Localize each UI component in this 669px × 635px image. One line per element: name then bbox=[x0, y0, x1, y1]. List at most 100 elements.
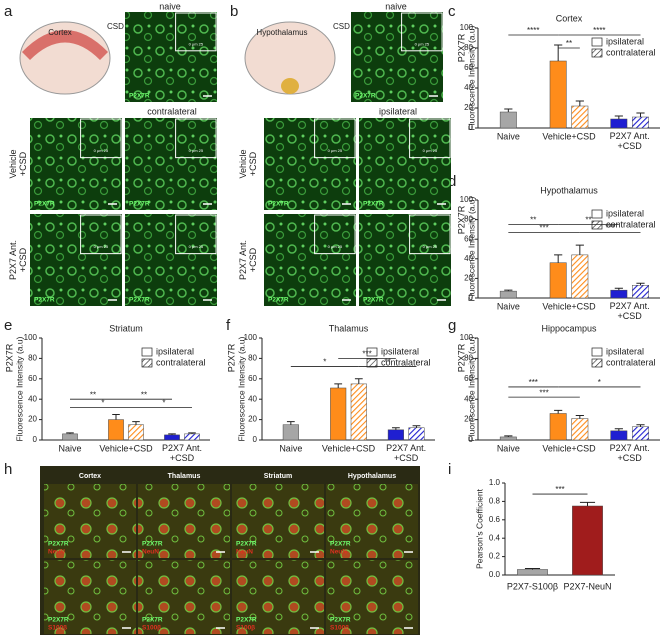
chart-title: Hippocampus bbox=[541, 323, 597, 333]
condition-label: naive bbox=[385, 1, 407, 11]
x-tick-label: Naive bbox=[58, 443, 81, 453]
panel-letter: a bbox=[4, 3, 13, 20]
row-label: P2X7 Ant.+CSD bbox=[238, 240, 258, 280]
chart-title: Cortex bbox=[556, 13, 583, 23]
significance-label: ** bbox=[585, 216, 591, 225]
bar bbox=[610, 118, 628, 129]
x-tick-label: P2X7-S100β bbox=[507, 581, 558, 591]
y-axis-protein: P2X7R bbox=[456, 205, 466, 234]
bar bbox=[108, 419, 124, 441]
column-label: Striatum bbox=[264, 473, 292, 480]
legend-swatch bbox=[591, 209, 603, 219]
x-tick-label: Vehicle+CSD bbox=[542, 443, 596, 453]
inset bbox=[314, 118, 356, 159]
y-tick-label: 60 bbox=[28, 374, 37, 383]
bar bbox=[571, 105, 589, 129]
error-bar bbox=[168, 433, 176, 435]
y-axis-protein: P2X7R bbox=[4, 343, 14, 372]
y-tick-label: 60 bbox=[464, 374, 473, 383]
side-label: contralateral bbox=[147, 106, 197, 116]
micrograph bbox=[138, 560, 230, 634]
y-tick-label: 100 bbox=[244, 333, 258, 342]
stain-label: P2X7R bbox=[236, 541, 257, 548]
stain-label: P2X7R bbox=[363, 297, 384, 304]
inset bbox=[175, 118, 217, 159]
error-bar bbox=[391, 427, 400, 430]
stain-label: S100β bbox=[48, 625, 67, 632]
scale-label: 0 μm 25 bbox=[328, 244, 343, 249]
y-tick-label: 20 bbox=[464, 103, 473, 112]
bar bbox=[571, 254, 589, 299]
panel-letter: i bbox=[448, 461, 451, 478]
y-tick-label: 0 bbox=[469, 435, 474, 444]
error-bar bbox=[504, 435, 513, 437]
micrograph bbox=[44, 484, 136, 558]
y-tick-label: 1.0 bbox=[489, 478, 501, 487]
bar bbox=[549, 60, 567, 129]
x-tick-label: P2X7 Ant. +CSD bbox=[610, 443, 650, 463]
error-bar bbox=[554, 409, 563, 414]
y-tick-label: 40 bbox=[28, 394, 37, 403]
y-axis-label: Fluorescence Intensity (a.u) bbox=[466, 336, 476, 441]
legend-swatch bbox=[591, 37, 603, 47]
brain-sketch bbox=[19, 21, 111, 95]
bar bbox=[499, 111, 517, 129]
x-tick-label: P2X7 Ant. +CSD bbox=[610, 131, 650, 151]
legend-label: contralateral bbox=[381, 357, 431, 367]
stain-label: P2X7R bbox=[142, 541, 163, 548]
y-tick-label: 60 bbox=[248, 374, 257, 383]
error-bar bbox=[614, 115, 623, 119]
error-bar bbox=[575, 415, 584, 419]
bar bbox=[282, 424, 299, 441]
legend-swatch bbox=[591, 358, 603, 368]
scale-label: 0 μm 25 bbox=[94, 244, 109, 249]
panel-letter: h bbox=[4, 461, 12, 478]
scale-label: 0 μm 25 bbox=[423, 148, 438, 153]
y-tick-label: 60 bbox=[464, 234, 473, 243]
bar bbox=[408, 427, 425, 441]
error-bar bbox=[524, 568, 541, 570]
error-bar bbox=[636, 112, 645, 117]
micrograph bbox=[232, 484, 324, 558]
scale-label: 0 μm 25 bbox=[423, 244, 438, 249]
stain-label: NeuN bbox=[236, 549, 253, 556]
stain-label: S100β bbox=[142, 625, 161, 632]
column-label: Hypothalamus bbox=[348, 473, 396, 480]
significance-label: *** bbox=[539, 388, 548, 397]
x-tick-label: Naive bbox=[497, 301, 520, 311]
x-tick-label: Vehicle+CSD bbox=[542, 301, 596, 311]
y-tick-label: 0 bbox=[469, 123, 474, 132]
stain-label: P2X7R bbox=[142, 617, 163, 624]
y-axis-label: Pearson's Coefficient bbox=[474, 488, 484, 569]
stain-label: P2X7R bbox=[236, 617, 257, 624]
y-tick-label: 20 bbox=[464, 274, 473, 283]
error-bar bbox=[504, 289, 513, 292]
bar bbox=[499, 436, 517, 441]
bar bbox=[517, 569, 548, 576]
y-axis-label: Fluorescence Intensity (a.u) bbox=[466, 196, 476, 301]
legend-swatch bbox=[141, 358, 153, 368]
bar bbox=[499, 290, 517, 299]
significance-label: * bbox=[598, 378, 601, 387]
bar bbox=[632, 426, 649, 441]
inset bbox=[175, 214, 217, 255]
significance-label: ** bbox=[530, 216, 536, 225]
legend-swatch bbox=[141, 347, 153, 357]
legend-label: contralateral bbox=[606, 47, 656, 57]
significance-label: **** bbox=[593, 26, 605, 35]
scale-label: 0 μm 25 bbox=[328, 148, 343, 153]
x-tick-label: P2X7 Ant. +CSD bbox=[162, 443, 202, 463]
y-tick-label: 80 bbox=[464, 43, 473, 52]
legend-label: contralateral bbox=[156, 357, 206, 367]
stain-label: P2X7R bbox=[355, 93, 376, 100]
error-bar bbox=[504, 108, 513, 112]
significance-label: *** bbox=[362, 350, 371, 359]
legend-swatch bbox=[591, 48, 603, 58]
legend-label: ipsilateral bbox=[156, 346, 194, 356]
y-tick-label: 0.0 bbox=[489, 570, 501, 579]
stimulus-label: CSD bbox=[107, 22, 124, 31]
column-label: Cortex bbox=[79, 473, 101, 480]
significance-label: *** bbox=[539, 223, 548, 232]
stain-label: P2X7R bbox=[48, 541, 69, 548]
panel-letter: g bbox=[448, 317, 456, 334]
